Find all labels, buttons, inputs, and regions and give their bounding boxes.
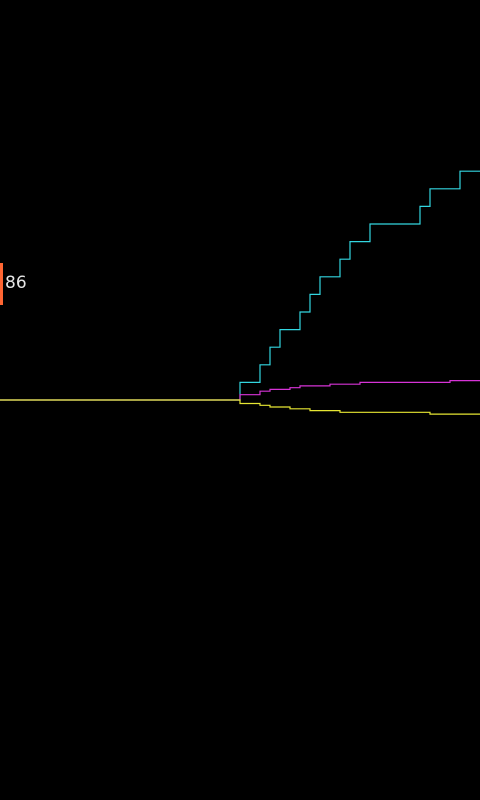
trace-line-3 (0, 399, 480, 415)
level-marker (0, 263, 3, 305)
readout-value: 86 (5, 273, 27, 293)
trace-line-1 (0, 170, 480, 401)
trace-layer (0, 170, 480, 415)
